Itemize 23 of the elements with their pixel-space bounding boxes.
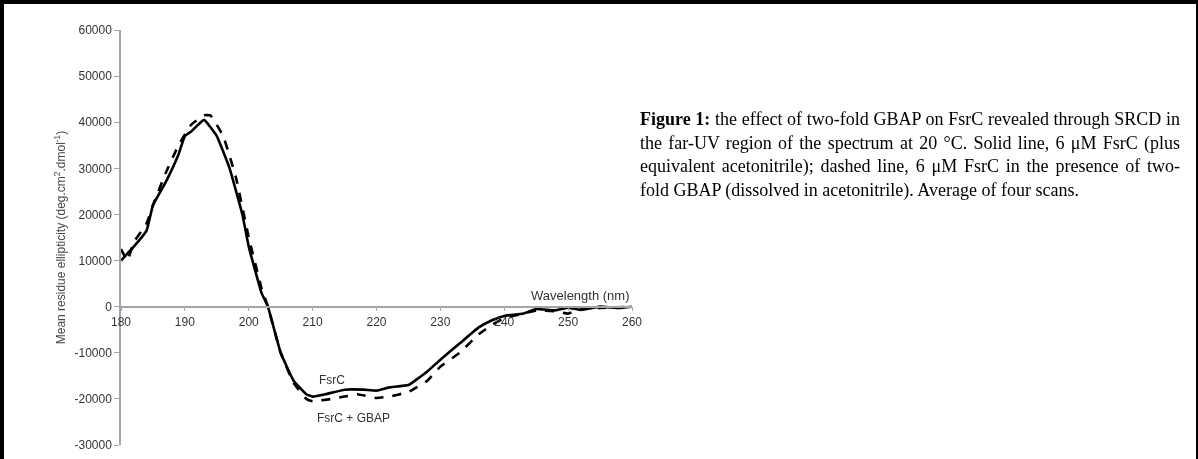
x-tick-label: 180: [110, 314, 132, 329]
x-tick-label: 190: [174, 314, 196, 329]
x-tick-label: 260: [621, 314, 643, 329]
x-tick-label: 250: [558, 314, 579, 329]
y-tick-label: 20000: [78, 207, 113, 222]
y-tick-label: -20000: [74, 392, 113, 407]
y-tick-label: -30000: [74, 438, 113, 453]
y-tick-label: 60000: [78, 23, 113, 38]
series-label: FsrC: [319, 373, 346, 387]
y-tick-label: 10000: [78, 253, 113, 268]
y-tick-label: -10000: [74, 345, 113, 360]
caption: Figure 1: the effect of two-fold GBAP on FsrC revealed through SRCD in the far-UV region of the spectrum at 20 °C. Solid line, 6 μM FsrC (plus equivalent acetonitrile); dashed line, 6 μM FsrC in the presence of two-fold GBAP (dissolved in acetonitrile). Average of four scans.: [640, 109, 1181, 200]
x-tick-label: 210: [302, 314, 323, 329]
x-tick-label: 200: [238, 314, 260, 329]
y-tick-label: 30000: [78, 161, 113, 176]
y-tick-label: 40000: [78, 115, 113, 130]
y-tick-label: 50000: [78, 69, 113, 84]
x-axis-title: Wavelength (nm): [531, 288, 630, 303]
x-tick-label: 220: [366, 314, 387, 329]
series-label: FsrC + GBAP: [317, 411, 391, 425]
y-tick-label: 0: [105, 299, 113, 314]
x-tick-label: 230: [430, 314, 451, 329]
x-tick-label: 240: [494, 314, 515, 329]
